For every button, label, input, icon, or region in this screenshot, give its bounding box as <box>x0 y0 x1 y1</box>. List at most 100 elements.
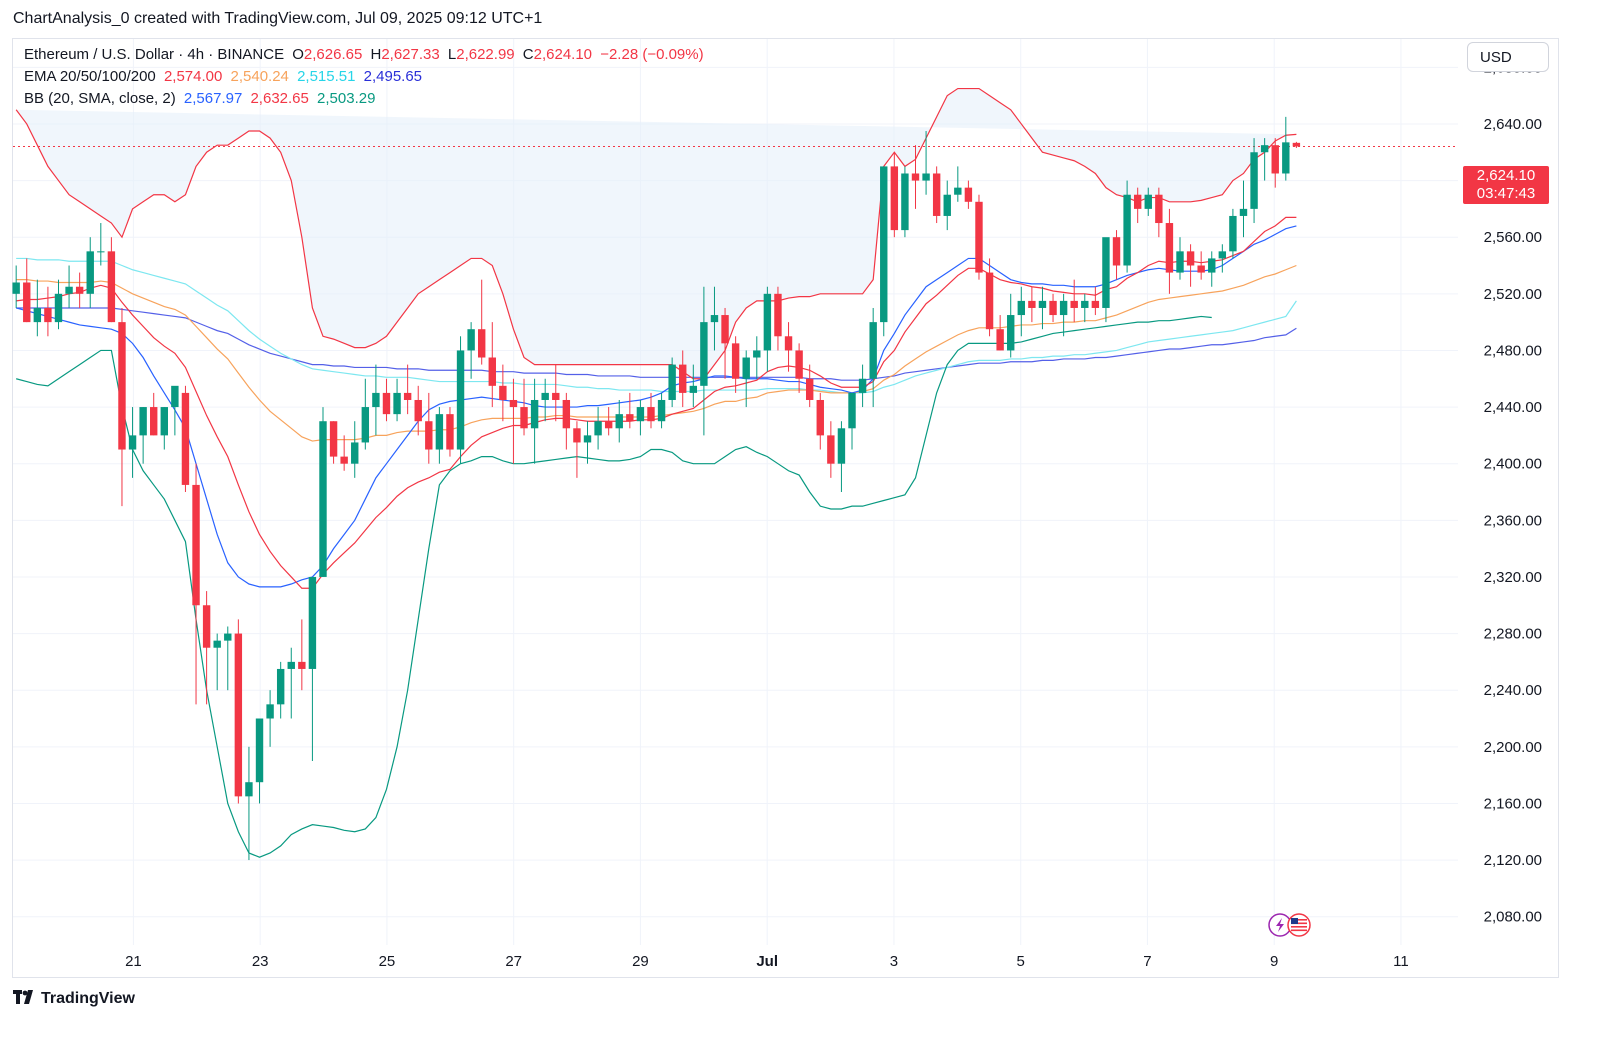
candle-body <box>721 315 729 344</box>
ema200-line <box>16 307 1297 381</box>
candle-body <box>837 428 846 464</box>
candle-body <box>192 484 200 606</box>
x-axis-tick-label: 23 <box>252 953 269 970</box>
candle-body <box>202 605 211 648</box>
candle-body <box>224 633 232 641</box>
candle-body <box>1292 142 1301 147</box>
bar-countdown: 03:47:43 <box>1476 185 1536 202</box>
candle-body <box>520 407 528 429</box>
candle-body <box>954 187 962 195</box>
candle-body <box>499 385 507 400</box>
candle-body <box>213 640 221 648</box>
bb-label[interactable]: BB (20, SMA, close, 2) <box>24 90 176 107</box>
candle-body <box>1017 300 1026 316</box>
candle-body <box>858 378 867 393</box>
candle-body <box>245 782 253 797</box>
ohlc-close: 2,624.10 <box>533 46 593 63</box>
candle-body <box>393 392 401 415</box>
candle-body <box>308 576 317 669</box>
candle-body <box>1229 215 1237 252</box>
candle-body <box>414 399 422 422</box>
candle-body <box>541 392 549 400</box>
candle-body <box>128 435 137 450</box>
candle-body <box>604 421 613 429</box>
x-axis-tick-label: 21 <box>125 953 142 970</box>
us-flag-event-icon <box>1287 913 1311 937</box>
candle-body <box>54 293 63 323</box>
us-flag-stripe <box>1291 922 1307 925</box>
bb-basis-line <box>16 225 1297 588</box>
y-axis-tick-label: 2,520.00 <box>1484 286 1542 303</box>
candle-body <box>150 407 158 436</box>
candle-body <box>329 421 338 457</box>
ema-label[interactable]: EMA 20/50/100/200 <box>24 68 156 85</box>
candle-body <box>943 194 951 216</box>
y-axis-tick-label: 2,120.00 <box>1484 852 1542 869</box>
ohlc-high-label: H <box>370 46 382 63</box>
y-axis-tick-label: 2,240.00 <box>1484 682 1542 699</box>
candle-body <box>107 251 116 323</box>
candle-body <box>319 421 327 577</box>
symbol-title[interactable]: Ethereum / U.S. Dollar · 4h · BINANCE <box>24 46 285 63</box>
ohlc-low-label: L <box>447 46 457 63</box>
candle-body <box>65 286 73 294</box>
y-axis-tick-label: 2,280.00 <box>1484 626 1542 643</box>
ema200-value: 2,495.65 <box>363 68 423 85</box>
candle-body <box>255 718 264 783</box>
candle-body <box>1239 208 1248 216</box>
y-axis-tick-label: 2,560.00 <box>1484 229 1542 246</box>
y-axis-tick-label: 2,400.00 <box>1484 456 1542 473</box>
candle-body <box>1059 300 1068 316</box>
candle-body <box>1208 258 1216 273</box>
candle-body <box>975 201 983 273</box>
candle-body <box>657 399 666 422</box>
candle-body <box>583 435 592 443</box>
us-flag-stripe <box>1291 929 1307 932</box>
x-axis-tick-label: 5 <box>1017 953 1025 970</box>
ema-legend: EMA 20/50/100/200 2,574.00 2,540.24 2,51… <box>24 68 426 85</box>
candle-body <box>478 329 486 358</box>
candle-body <box>23 282 31 323</box>
candle-body <box>1144 194 1152 209</box>
candle-body <box>869 322 877 379</box>
candle-body <box>75 286 84 294</box>
candle-body <box>97 251 105 253</box>
candle-body <box>573 428 581 443</box>
candle-body <box>647 407 655 422</box>
candle-body <box>615 414 623 429</box>
bb-lower-value: 2,503.29 <box>317 90 376 107</box>
us-flag-canton <box>1291 918 1298 924</box>
y-axis-tick-label: 2,320.00 <box>1484 569 1542 586</box>
candle-body <box>985 272 994 330</box>
lightning-bolt-icon <box>1276 918 1284 932</box>
ema100-line <box>16 257 1297 394</box>
candle-body <box>880 166 888 323</box>
chart-attribution: ChartAnalysis_0 created with TradingView… <box>13 10 543 27</box>
x-axis-tick-label: 11 <box>1393 953 1409 970</box>
candle-body <box>181 392 190 485</box>
candle-body <box>139 407 147 436</box>
last-price-tag: 2,624.10 03:47:43 <box>1463 166 1549 204</box>
x-axis-tick-label: 7 <box>1143 953 1151 970</box>
candle-body <box>1250 152 1258 209</box>
candle-body <box>361 407 370 443</box>
candle-body <box>763 293 772 351</box>
tradingview-logo[interactable]: TradingView <box>13 990 135 1008</box>
bb-upper-value: 2,632.65 <box>250 90 309 107</box>
ohlc-open: 2,626.65 <box>303 46 363 63</box>
candle-body <box>911 173 920 181</box>
y-axis-tick-label: 2,440.00 <box>1484 399 1542 416</box>
bollinger-band-fill <box>16 88 1297 379</box>
x-axis-tick-label: 9 <box>1270 953 1278 970</box>
x-axis-tick-label: 27 <box>505 953 522 970</box>
chart-frame <box>12 38 1559 978</box>
ohlc-low: 2,622.99 <box>456 46 515 63</box>
currency-selector[interactable]: USD <box>1467 42 1549 72</box>
candle-body <box>1218 251 1227 259</box>
us-flag-stripe <box>1291 926 1307 928</box>
candle-body <box>636 407 645 422</box>
candle-body <box>700 322 708 386</box>
candle-body <box>446 414 454 450</box>
candle-body <box>12 282 20 294</box>
